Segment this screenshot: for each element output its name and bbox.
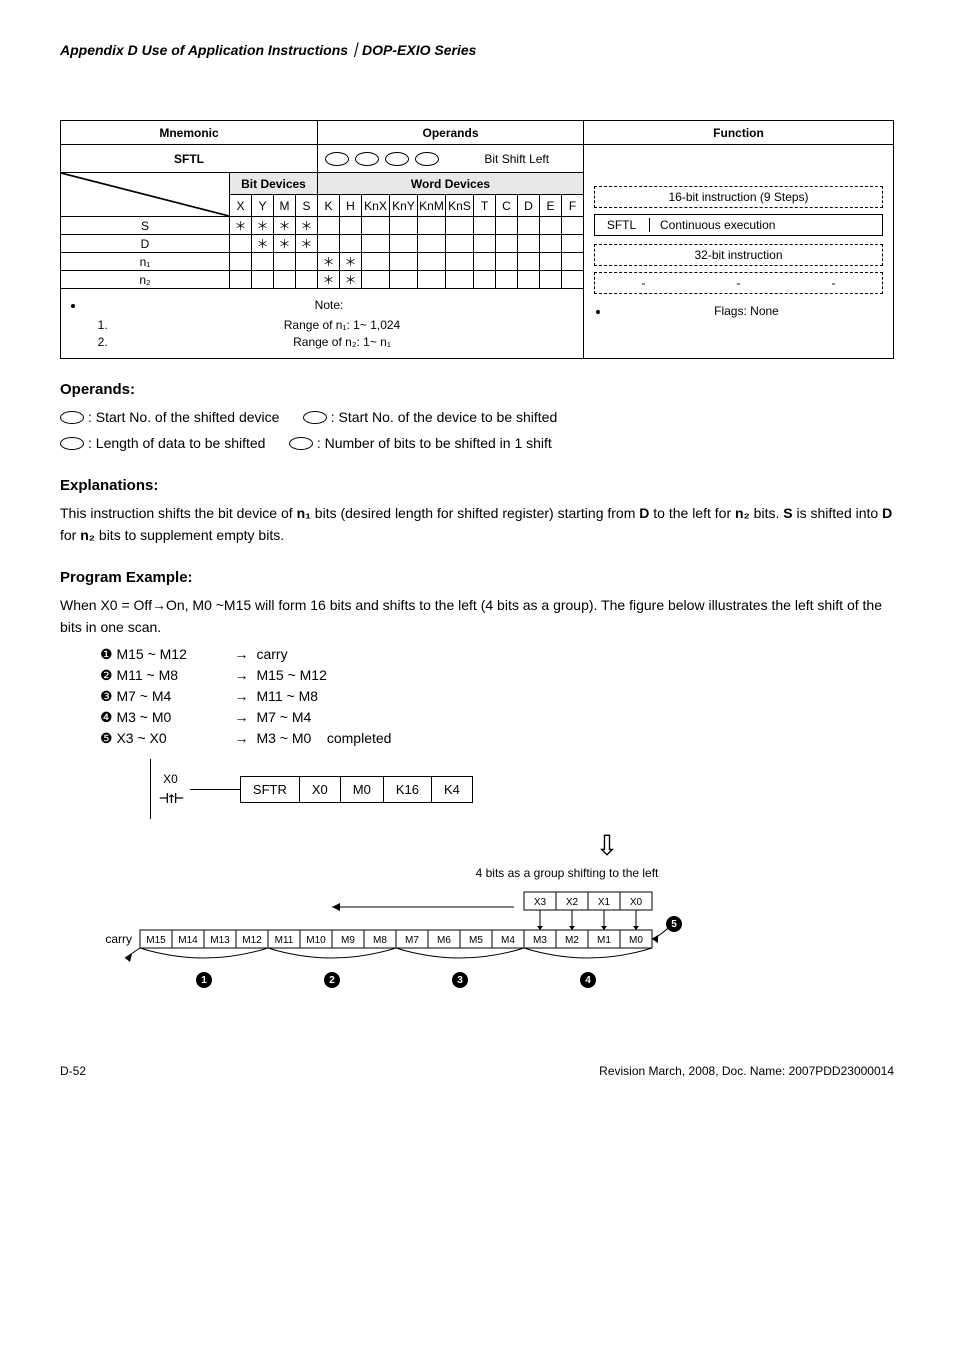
dash2: -	[737, 276, 741, 290]
note-li2: Range of n₂: 1~ n₁	[111, 335, 573, 349]
svg-text:M7: M7	[405, 935, 419, 946]
instruction-block: SFTR X0 M0 K16 K4	[240, 776, 473, 803]
note-cell: Note: Range of n₁: 1~ 1,024 Range of n₂:…	[61, 289, 584, 359]
dash3: -	[832, 276, 836, 290]
bit-devices-header: Bit Devices	[230, 173, 318, 195]
func-continuous: Continuous execution	[660, 218, 775, 232]
down-arrow-icon: ⇩	[320, 829, 894, 862]
operands-title: Operands:	[60, 381, 894, 398]
shift-caption: 4 bits as a group shifting to the left	[240, 866, 894, 880]
svg-text:M2: M2	[565, 935, 579, 946]
explanations-p: This instruction shifts the bit device o…	[60, 502, 894, 547]
svg-text:M13: M13	[210, 935, 230, 946]
page-header: Appendix D Use of Application Instructio…	[60, 40, 894, 60]
thirtytwo-bit-box: 32-bit instruction	[594, 244, 883, 266]
svg-text:X3: X3	[534, 897, 547, 908]
oval-icon	[289, 437, 313, 450]
svg-text:X0: X0	[630, 897, 643, 908]
shift-diagram: X3X2X1X05carryM15M14M13M12M11M10M9M8M7M6…	[90, 884, 830, 1004]
svg-text:4: 4	[585, 975, 591, 986]
bitshift-label: Bit Shift Left	[446, 145, 584, 173]
svg-text:M3: M3	[533, 935, 547, 946]
contact-label: X0	[163, 772, 178, 786]
svg-text:1: 1	[201, 975, 207, 986]
svg-text:M15: M15	[146, 935, 166, 946]
operands-line1: : Start No. of the shifted device : Star…	[60, 406, 894, 428]
explanations-title: Explanations:	[60, 477, 894, 494]
oval-icon	[60, 411, 84, 424]
svg-text:X2: X2	[566, 897, 579, 908]
svg-text:M8: M8	[373, 935, 387, 946]
svg-text:3: 3	[457, 975, 463, 986]
operands-header: Operands	[318, 121, 584, 145]
mnemonic-header: Mnemonic	[61, 121, 318, 145]
program-title: Program Example:	[60, 569, 894, 586]
func-sftl: SFTL	[600, 218, 650, 232]
note-li1: Range of n₁: 1~ 1,024	[111, 318, 573, 332]
svg-text:M5: M5	[469, 935, 483, 946]
svg-text:M14: M14	[178, 935, 198, 946]
dash1: -	[642, 276, 646, 290]
program-p: When X0 = Off→On, M0 ~M15 will form 16 b…	[60, 594, 894, 639]
svg-text:M11: M11	[275, 935, 294, 946]
diagonal-cell	[61, 173, 230, 217]
svg-text:carry: carry	[105, 932, 132, 946]
rising-edge-contact-icon: ⊣↑⊢	[159, 788, 182, 807]
oval-icon	[303, 411, 327, 424]
flags-text: Flags: None	[610, 304, 883, 318]
svg-text:2: 2	[329, 975, 335, 986]
page-footer: D-52 Revision March, 2008, Doc. Name: 20…	[60, 1064, 894, 1078]
note-title: Note:	[85, 298, 573, 312]
operand-ovals	[318, 145, 446, 173]
function-cell: 16-bit instruction (9 Steps) SFTL Contin…	[584, 145, 894, 359]
word-devices-header: Word Devices	[318, 173, 584, 195]
svg-text:X1: X1	[598, 897, 611, 908]
svg-text:M9: M9	[341, 935, 355, 946]
ladder-diagram: X0 ⊣↑⊢ SFTR X0 M0 K16 K4	[150, 759, 894, 819]
footer-left: D-52	[60, 1064, 86, 1078]
function-header: Function	[584, 121, 894, 145]
sftl-label: SFTL	[61, 145, 318, 173]
mnemonic-table: Mnemonic Operands Function SFTL Bit Shif…	[60, 120, 894, 359]
svg-text:M6: M6	[437, 935, 451, 946]
svg-text:M1: M1	[597, 935, 611, 946]
footer-right: Revision March, 2008, Doc. Name: 2007PDD…	[599, 1064, 894, 1078]
svg-text:M10: M10	[306, 935, 326, 946]
svg-text:M4: M4	[501, 935, 515, 946]
svg-text:M12: M12	[242, 935, 262, 946]
sixteen-bit-box: 16-bit instruction (9 Steps)	[594, 186, 883, 208]
oval-icon	[60, 437, 84, 450]
steps-list: ❶ M15 ~ M12→carry ❷ M11 ~ M8→M15 ~ M12 ❸…	[100, 646, 894, 747]
operands-line2: : Length of data to be shifted : Number …	[60, 432, 894, 454]
svg-text:M0: M0	[629, 935, 643, 946]
